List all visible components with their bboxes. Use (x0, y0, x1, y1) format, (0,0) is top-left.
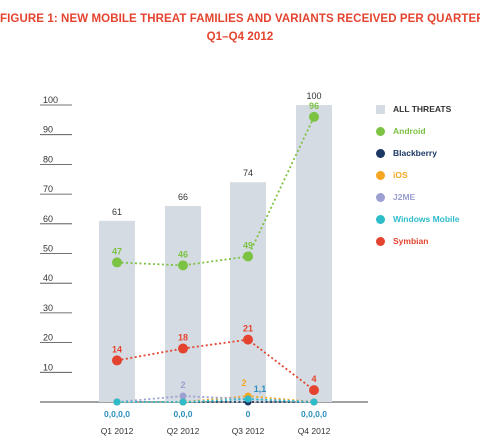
bar-value-label: 100 (306, 91, 321, 101)
point-symbian (243, 334, 253, 345)
legend-item-all-threats: ALL THREATS (376, 98, 460, 120)
point-windows-mobile (179, 398, 187, 406)
x-tick-label: Q3 2012 (232, 426, 265, 436)
y-tick-label: 70 (43, 184, 53, 194)
legend-swatch (376, 192, 385, 202)
chart-title-line-2: Q1–Q4 2012 (206, 31, 274, 43)
x-tick-label: Q2 2012 (167, 426, 200, 436)
point-windows-mobile (310, 398, 318, 406)
bar-value-label: 66 (178, 192, 188, 202)
y-tick-label: 20 (43, 333, 53, 343)
legend-swatch (376, 214, 385, 224)
bar-value-label: 61 (112, 207, 122, 217)
legend-swatch (376, 126, 385, 136)
line-symbian (116, 338, 315, 391)
point-android (112, 257, 122, 268)
legend-item-j2me: J2ME (376, 186, 460, 208)
point-windows-mobile (244, 395, 252, 403)
data-label-ios: 2 (241, 378, 246, 388)
legend-label: ALL THREATS (393, 104, 452, 114)
data-label-android: 96 (309, 101, 319, 111)
data-label-android: 46 (178, 249, 188, 259)
y-tick-label: 10 (43, 362, 53, 372)
point-symbian (112, 355, 122, 366)
legend-label: J2ME (393, 192, 416, 202)
point-windows-mobile (113, 398, 121, 406)
chart-title: FIGURE 1: NEW MOBILE THREAT FAMILIES AND… (0, 10, 480, 46)
line-android (116, 116, 315, 267)
legend-item-symbian: Symbian (376, 230, 460, 252)
bar-all-threats (230, 182, 266, 402)
data-label-j2me: 2 (180, 380, 185, 390)
legend-swatch (376, 170, 385, 180)
zero-values-label: 0 (246, 409, 251, 419)
legend-item-android: Android (376, 120, 460, 142)
line-j2me (116, 395, 315, 403)
data-label-windows-mobile: 1,1 (254, 384, 267, 394)
legend-swatch (376, 104, 385, 114)
data-label-android: 49 (243, 240, 253, 250)
bar-all-threats (165, 205, 201, 402)
chart-legend: ALL THREATS Android Blackberry iOS J2ME Windo… (376, 98, 460, 252)
legend-swatch (376, 236, 385, 246)
x-tick-label: Q4 2012 (298, 426, 331, 436)
point-j2me (179, 392, 187, 400)
chart-title-line-1: FIGURE 1: NEW MOBILE THREAT FAMILIES AND… (0, 13, 480, 25)
y-tick-label: 60 (43, 214, 53, 224)
zero-values-label: 0,0,0,0 (301, 409, 327, 419)
data-label-symbian: 21 (243, 324, 253, 334)
data-label-symbian: 18 (178, 333, 188, 343)
y-tick-label: 100 (43, 95, 58, 105)
zero-values-label: 0,0,0,0 (104, 409, 130, 419)
legend-label: Android (393, 126, 426, 136)
data-label-symbian: 14 (112, 344, 122, 354)
y-tick-label: 40 (43, 273, 53, 283)
point-android (178, 260, 188, 271)
zero-values-label: 0,0,0 (174, 409, 193, 419)
point-symbian (178, 343, 188, 354)
y-tick-label: 50 (43, 244, 53, 254)
legend-item-windows-mobile: Windows Mobile (376, 208, 460, 230)
legend-label: Symbian (393, 236, 429, 246)
legend-label: iOS (393, 170, 408, 180)
legend-item-ios: iOS (376, 164, 460, 186)
point-android (243, 251, 253, 262)
x-tick-label: Q1 2012 (101, 426, 134, 436)
bar-all-threats (296, 105, 332, 402)
data-label-android: 47 (112, 246, 122, 256)
data-label-symbian: 4 (311, 374, 316, 384)
point-android (309, 111, 319, 122)
y-tick-label: 80 (43, 154, 53, 164)
legend-item-blackberry: Blackberry (376, 142, 460, 164)
y-tick-label: 30 (43, 303, 53, 313)
point-symbian (309, 385, 319, 396)
legend-label: Blackberry (393, 148, 437, 158)
y-tick-label: 90 (43, 125, 53, 135)
bar-value-label: 74 (243, 168, 253, 178)
bar-all-threats (99, 220, 135, 402)
line-windows-mobile (117, 398, 315, 403)
legend-label: Windows Mobile (393, 214, 460, 224)
legend-swatch (376, 148, 385, 158)
